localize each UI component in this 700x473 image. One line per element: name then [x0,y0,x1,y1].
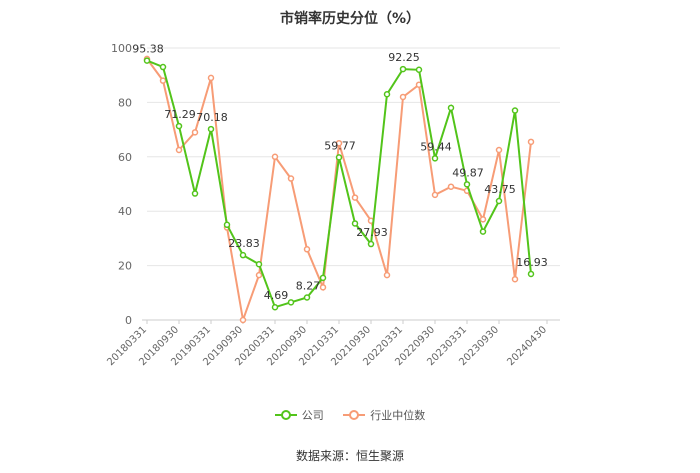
data-point [191,129,199,136]
data-label: 49.87 [452,166,484,179]
data-point [511,275,519,283]
data-label: 43.75 [484,183,516,196]
data-point [479,228,487,235]
data-point [383,271,391,279]
data-label: 59.44 [420,140,452,153]
data-point [191,190,199,197]
data-point [351,220,359,227]
data-point [271,303,279,311]
data-point [255,271,263,279]
data-point [223,221,231,229]
data-point [383,90,391,98]
data-label: 23.83 [228,237,260,250]
data-point [399,93,407,101]
data-point [399,65,407,73]
data-label: 27.93 [356,226,388,239]
y-tick-label: 40 [118,205,132,218]
series-layer [143,55,535,324]
data-point [335,154,343,161]
data-point [271,153,279,161]
data-point [287,175,295,182]
chart-title: 市销率历史分位（%） [279,11,421,27]
data-point [479,216,487,223]
legend-marker-icon [343,410,366,420]
data-label: 71.29 [164,108,196,121]
data-point [175,146,183,154]
data-point [319,274,327,282]
data-point [239,316,247,324]
y-tick-label: 100 [111,42,132,55]
data-point [463,181,471,188]
data-label: 59.77 [324,139,356,152]
data-label: 92.25 [388,51,420,64]
data-point [431,191,439,199]
y-tick-label: 20 [118,260,132,273]
data-point [319,284,327,291]
legend-item-company[interactable]: 公司 [274,407,324,423]
y-tick-label: 80 [118,96,132,109]
data-point [527,138,535,146]
data-point [159,63,167,71]
data-label: 70.18 [196,111,228,124]
x-tick-label: 20240430 [505,324,549,368]
data-point [335,139,343,147]
legend-label: 行业中位数 [370,409,426,422]
data-point [239,251,247,259]
data-point [367,240,375,248]
data-label-layer: 95.38 71.29 70.18 23.83 4.69 8.27 59.77 27.93 92… [132,43,548,303]
data-point [415,66,423,74]
data-point [207,125,215,133]
data-point [175,122,183,130]
data-point [303,294,311,301]
data-label: 4.69 [264,289,289,302]
data-point [159,77,167,84]
data-point [255,260,263,268]
data-label: 16.93 [516,256,548,269]
source-note: 数据来源：恒生聚源 [295,449,404,463]
data-point [207,74,215,82]
data-point [447,183,455,190]
data-point [447,104,455,112]
y-tick-label: 60 [118,151,132,164]
data-point [143,57,151,64]
data-point [287,299,295,306]
data-point [527,270,535,278]
legend-label: 公司 [301,409,324,422]
series-line-1 [146,58,532,324]
data-point [495,197,503,205]
legend-item-industry-median[interactable]: 行业中位数 [343,407,425,423]
data-point [431,155,439,162]
y-tick-label: 0 [125,314,132,327]
legend-marker-icon [274,410,297,420]
data-point [495,146,503,154]
data-point [303,246,311,253]
data-point [511,107,519,114]
legend: 公司 行业中位数 [0,407,700,423]
data-point [351,194,359,201]
data-label: 8.27 [296,280,321,293]
data-label: 95.38 [132,43,164,56]
